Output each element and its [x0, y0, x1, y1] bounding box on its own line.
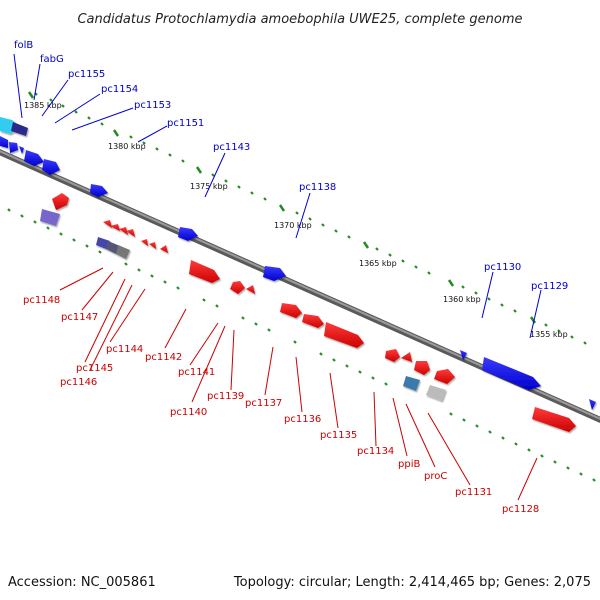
bottom-label-pc1139[interactable]: pc1139: [207, 391, 244, 402]
gene-pc1145-a[interactable]: [103, 220, 112, 228]
bottom-leader-lines: [59, 267, 538, 501]
forward-genes: [0, 117, 596, 410]
bottom-label-pc1140[interactable]: pc1140: [170, 407, 207, 418]
gene-pc1131[interactable]: [434, 369, 455, 384]
map-title: Candidatus Protochlamydia amoebophila UW…: [77, 12, 522, 27]
bottom-label-pc1131[interactable]: pc1131: [455, 487, 492, 498]
gene-pc1146-c[interactable]: [116, 245, 130, 259]
top-label-pc1129[interactable]: pc1129: [531, 281, 568, 292]
gene-pc1143[interactable]: [90, 184, 108, 197]
gene-pc1147[interactable]: [40, 209, 60, 226]
forward-major-ticks: [27, 91, 537, 324]
top-label-pc1154[interactable]: pc1154: [101, 84, 138, 95]
bottom-label-pc1128[interactable]: pc1128: [502, 504, 539, 515]
top-label-pc1130[interactable]: pc1130: [484, 262, 521, 273]
forward-tick-row: [34, 92, 587, 345]
gene-pc1141[interactable]: [189, 260, 220, 283]
bottom-label-pc1146[interactable]: pc1146: [60, 377, 97, 388]
top-label-pc1151[interactable]: pc1151: [167, 118, 204, 129]
bottom-label-pc1134[interactable]: pc1134: [357, 446, 394, 457]
top-label-pc1138[interactable]: pc1138: [299, 182, 336, 193]
accession-label: Accession: NC_005861: [8, 575, 156, 590]
bottom-label-pc1137[interactable]: pc1137: [245, 398, 282, 409]
top-label-pc1143[interactable]: pc1143: [213, 142, 250, 153]
top-label-pc1155[interactable]: pc1155: [68, 69, 105, 80]
gene-pc1129[interactable]: [589, 399, 596, 410]
bottom-label-pc1135[interactable]: pc1135: [320, 430, 357, 441]
gene-pc1134-b[interactable]: [401, 352, 412, 362]
bottom-label-pc1145[interactable]: pc1145: [76, 363, 113, 374]
bottom-label-ppiB[interactable]: ppiB: [398, 459, 420, 470]
gene-pc1138[interactable]: [178, 227, 198, 241]
gene-pc1140[interactable]: [230, 281, 245, 294]
gene-pc1148[interactable]: [52, 193, 69, 210]
gene-pc1154-b[interactable]: [19, 146, 24, 154]
gene-pc1137[interactable]: [280, 303, 302, 318]
gene-pc1134[interactable]: [385, 349, 400, 362]
reverse-genes: [40, 193, 576, 432]
kbp-tick-label: 1370 kbp: [274, 221, 312, 230]
gene-pc1145-c[interactable]: [119, 227, 128, 235]
gene-fabG[interactable]: [11, 122, 28, 136]
bottom-label-proC[interactable]: proC: [424, 471, 447, 482]
gene-pc1144-b[interactable]: [149, 242, 156, 249]
gene-pc1132-fwd[interactable]: [460, 350, 467, 360]
gene-pc1130[interactable]: [482, 357, 541, 390]
gene-pc1136-fwd[interactable]: [263, 266, 286, 281]
bottom-label-pc1148[interactable]: pc1148: [23, 295, 60, 306]
top-label-fabG[interactable]: fabG: [40, 54, 64, 65]
bottom-label-pc1147[interactable]: pc1147: [61, 312, 98, 323]
gene-pc1145-b[interactable]: [110, 224, 120, 231]
gene-pc1145-d[interactable]: [126, 229, 135, 237]
top-leader-lines: [13, 53, 542, 339]
kbp-tick-label: 1365 kbp: [359, 259, 397, 268]
gene-pc1136[interactable]: [302, 314, 324, 328]
gene-proC[interactable]: [426, 385, 446, 401]
gene-pc1146-b[interactable]: [106, 241, 120, 254]
gene-pc1139[interactable]: [246, 285, 255, 294]
gene-ppiB[interactable]: [403, 376, 420, 391]
gene-pc1154-a[interactable]: [9, 142, 18, 153]
gene-pc1155[interactable]: [0, 136, 8, 148]
gene-pc1146-a[interactable]: [96, 237, 110, 249]
bottom-label-pc1136[interactable]: pc1136: [284, 414, 321, 425]
reverse-tick-row: [7, 208, 596, 482]
top-label-folB[interactable]: folB: [14, 40, 33, 51]
gene-pc1153[interactable]: [24, 150, 44, 166]
bottom-label-pc1144[interactable]: pc1144: [106, 344, 143, 355]
bottom-label-pc1142[interactable]: pc1142: [145, 352, 182, 363]
kbp-tick-label: 1380 kbp: [108, 142, 146, 151]
kbp-tick-label: 1385 kbp: [24, 101, 62, 110]
gene-pc1135[interactable]: [324, 322, 364, 348]
gene-pc1128[interactable]: [532, 407, 576, 432]
topology-label: Topology: circular; Length: 2,414,465 bp…: [233, 575, 591, 590]
kbp-tick-label: 1360 kbp: [443, 295, 481, 304]
gene-pc1151[interactable]: [42, 159, 60, 175]
bottom-label-pc1141[interactable]: pc1141: [178, 367, 215, 378]
kbp-tick-label: 1375 kbp: [190, 182, 228, 191]
gene-pc1133[interactable]: [414, 361, 430, 375]
gene-pc1142[interactable]: [160, 245, 168, 253]
top-label-pc1153[interactable]: pc1153: [134, 100, 171, 111]
kbp-tick-label: 1355 kbp: [530, 330, 568, 339]
gene-pc1144-a[interactable]: [141, 239, 148, 246]
